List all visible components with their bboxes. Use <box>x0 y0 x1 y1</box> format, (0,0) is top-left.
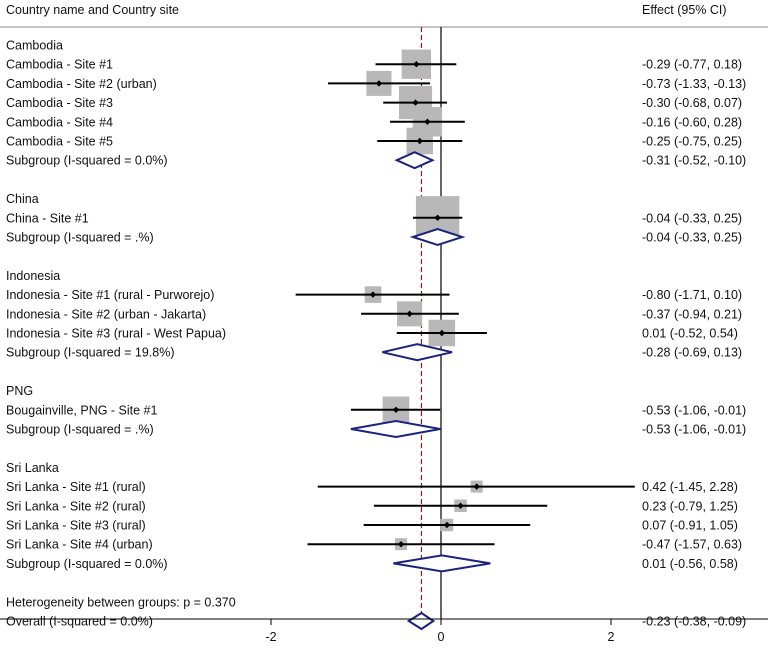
study-point <box>473 483 480 490</box>
study-label: Cambodia - Site #3 <box>6 96 113 110</box>
study-label: Sri Lanka - Site #3 (rural) <box>6 519 146 533</box>
study-effect-text: 0.07 (-0.91, 1.05) <box>642 519 738 533</box>
subgroup-label: Subgroup (I-squared = 19.8%) <box>6 346 175 360</box>
study-label: Indonesia - Site #2 (urban - Jakarta) <box>6 307 206 321</box>
study-point <box>438 329 446 337</box>
subgroup-diamond <box>409 227 466 247</box>
study-effect-text: -0.53 (-1.06, -0.01) <box>642 403 746 417</box>
subgroup-label: Subgroup (I-squared = 0.0%) <box>6 557 168 571</box>
subgroup-effect-text: 0.01 (-0.56, 0.58) <box>642 557 738 571</box>
x-tick-label: 2 <box>608 630 615 644</box>
study-label: Indonesia - Site #3 (rural - West Papua) <box>6 327 226 341</box>
study-point <box>443 521 451 529</box>
study-effect-text: -0.47 (-1.57, 0.63) <box>642 538 742 552</box>
study-effect-text: -0.30 (-0.68, 0.07) <box>642 96 742 110</box>
study-label: Cambodia - Site #5 <box>6 135 113 149</box>
study-point <box>369 291 377 298</box>
study-point <box>416 137 423 145</box>
subgroup-diamond <box>382 343 453 362</box>
subgroup-diamond <box>393 554 491 573</box>
overall-diamond <box>406 611 436 631</box>
study-point <box>392 406 400 413</box>
x-axis-ticks: -2 0 2 <box>265 619 615 644</box>
group-label: Indonesia <box>6 269 60 283</box>
study-effect-text: -0.37 (-0.94, 0.21) <box>642 307 742 321</box>
subgroup-effect-text: -0.04 (-0.33, 0.25) <box>642 231 742 245</box>
study-label: Sri Lanka - Site #1 (rural) <box>6 480 146 494</box>
study-effect-text: -0.25 (-0.75, 0.25) <box>642 135 742 149</box>
group-label: Cambodia <box>6 39 63 53</box>
study-point <box>375 80 383 87</box>
study-label: Sri Lanka - Site #2 (rural) <box>6 499 146 513</box>
study-effect-text: -0.73 (-1.33, -0.13) <box>642 77 746 91</box>
overall-effect-text: -0.23 (-0.38, -0.09) <box>642 615 746 629</box>
x-tick-label: -2 <box>265 630 276 644</box>
subgroup-diamond <box>394 151 435 170</box>
study-effect-text: 0.01 (-0.52, 0.54) <box>642 327 738 341</box>
study-effect-text: -0.29 (-0.77, 0.18) <box>642 58 742 72</box>
study-label: Cambodia - Site #1 <box>6 58 113 72</box>
study-effect-text: 0.42 (-1.45, 2.28) <box>642 480 738 494</box>
study-point <box>406 310 413 317</box>
study-point <box>397 541 405 548</box>
study-label: China - Site #1 <box>6 211 89 225</box>
overall-label: Overall (I-squared = 0.0%) <box>6 615 153 629</box>
group-label: China <box>6 192 39 206</box>
study-label: Cambodia - Site #4 <box>6 115 113 129</box>
subgroup-effect-text: -0.53 (-1.06, -0.01) <box>642 423 746 437</box>
study-point <box>457 502 464 509</box>
subgroup-diamond <box>350 419 441 439</box>
study-effect-text: -0.16 (-0.60, 0.28) <box>642 115 742 129</box>
subgroup-effect-text: -0.28 (-0.69, 0.13) <box>642 346 742 360</box>
header-left-label: Country name and Country site <box>6 3 179 17</box>
study-effect-text: 0.23 (-0.79, 1.25) <box>642 499 738 513</box>
study-effect-text: -0.04 (-0.33, 0.25) <box>642 211 742 225</box>
group-label: Sri Lanka <box>6 461 59 475</box>
subgroup-label: Subgroup (I-squared = .%) <box>6 423 154 437</box>
study-label: Cambodia - Site #2 (urban) <box>6 77 157 91</box>
heterogeneity-label: Heterogeneity between groups: p = 0.370 <box>6 595 236 609</box>
group-label: PNG <box>6 384 33 398</box>
study-point <box>413 61 420 68</box>
study-point <box>424 118 431 125</box>
study-label: Sri Lanka - Site #4 (urban) <box>6 538 153 552</box>
plot-marks: Cambodia Cambodia - Site #1 -0.29 (-0.77, … <box>6 27 746 631</box>
subgroup-label: Subgroup (I-squared = .%) <box>6 231 154 245</box>
study-label: Indonesia - Site #1 (rural - Purworejo) <box>6 288 214 302</box>
subgroup-effect-text: -0.31 (-0.52, -0.10) <box>642 154 746 168</box>
study-effect-text: -0.80 (-1.71, 0.10) <box>642 288 742 302</box>
subgroup-label: Subgroup (I-squared = 0.0%) <box>6 154 168 168</box>
study-point <box>412 99 419 106</box>
study-label: Bougainville, PNG - Site #1 <box>6 403 158 417</box>
header-right-label: Effect (95% CI) <box>642 3 727 17</box>
x-tick-label: 0 <box>438 630 445 644</box>
study-point <box>434 214 441 221</box>
